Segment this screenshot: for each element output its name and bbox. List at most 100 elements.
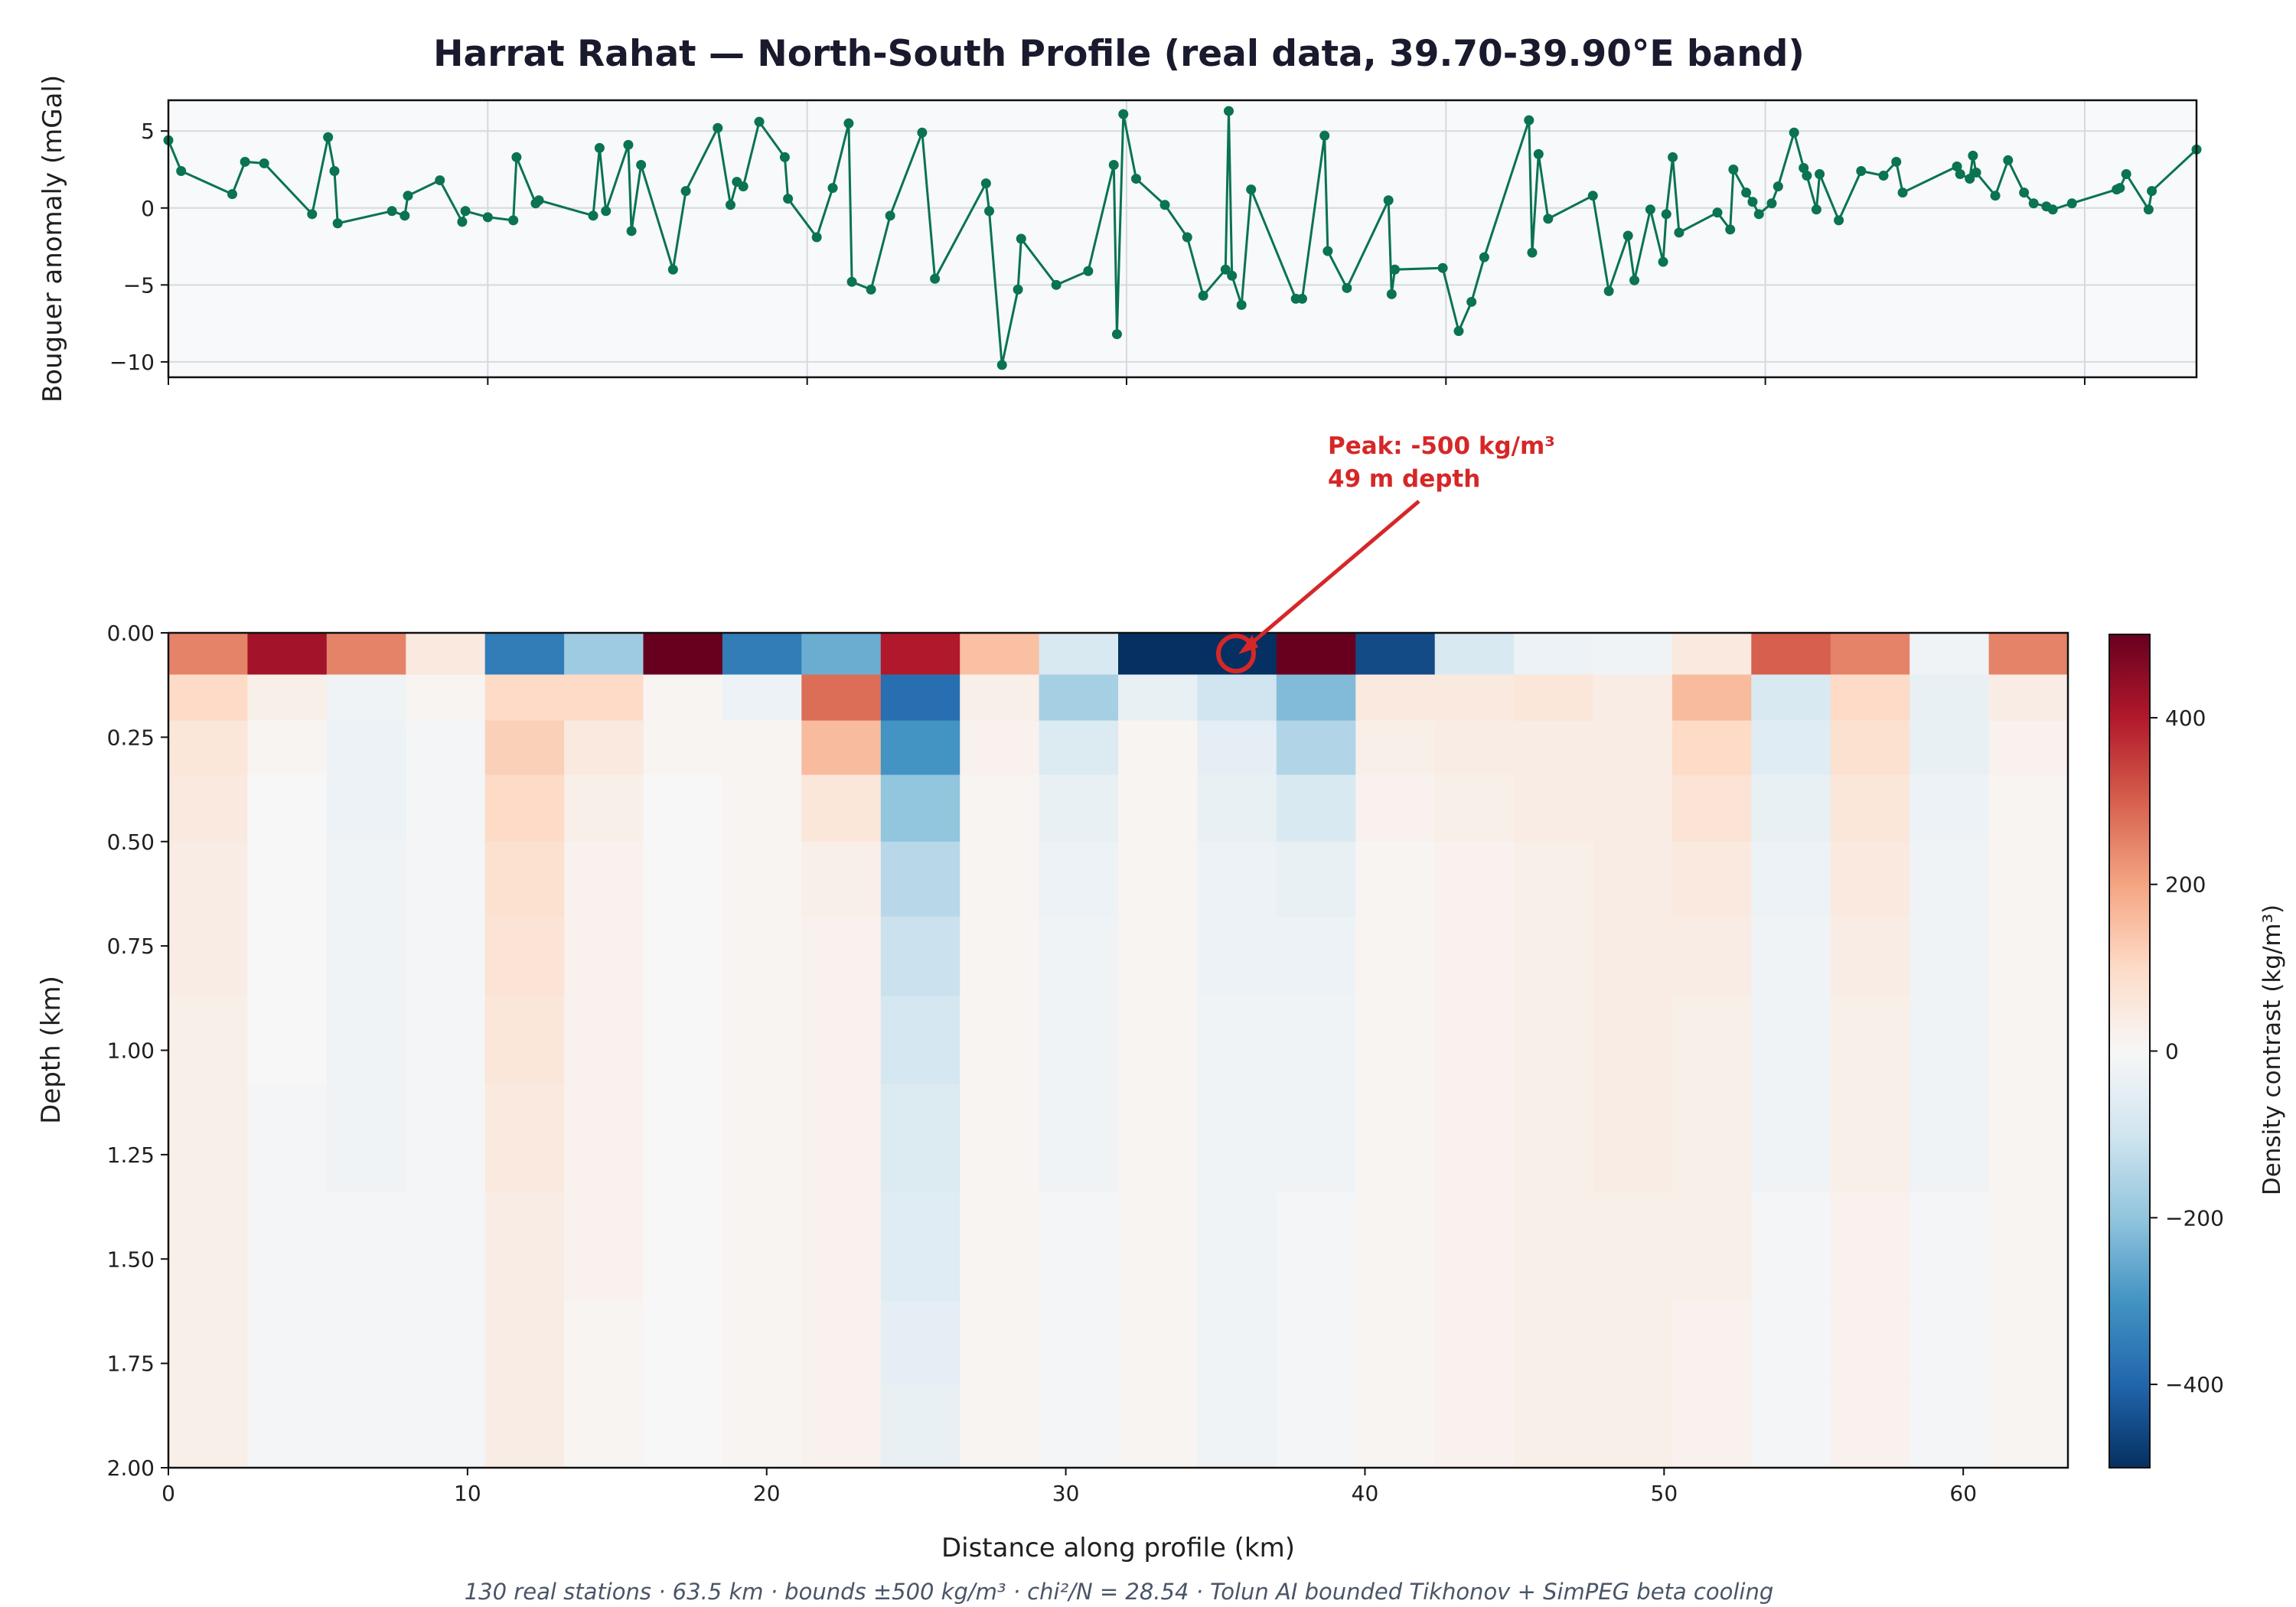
anomaly-point xyxy=(1130,174,1141,184)
anomaly-point xyxy=(1479,252,1489,262)
heatmap-cell xyxy=(1514,774,1594,843)
heatmap-cell xyxy=(1514,1084,1594,1193)
heatmap-cell xyxy=(1355,633,1436,676)
heatmap-cell xyxy=(1593,720,1673,776)
heatmap-cell xyxy=(1910,720,1990,776)
heatmap-cell xyxy=(643,1384,723,1468)
heatmap-cell xyxy=(406,1384,486,1468)
anomaly-y-ticks: −10 −5 0 5 xyxy=(109,119,168,375)
heatmap-cell xyxy=(1514,916,1594,997)
anomaly-point xyxy=(1971,168,1981,178)
heatmap-cell xyxy=(406,1084,486,1193)
heatmap-cell xyxy=(643,774,723,843)
heatmap-cell xyxy=(722,916,803,997)
heatmap-cell xyxy=(1910,633,1990,676)
heatmap-cell xyxy=(326,674,406,722)
heatmap-cell xyxy=(801,720,882,776)
anomaly-point xyxy=(996,360,1007,370)
colorbar-tick-label: 0 xyxy=(2165,1039,2179,1064)
heatmap-cell xyxy=(406,774,486,843)
heatmap-cell xyxy=(1355,720,1436,776)
anomaly-point xyxy=(2019,187,2030,198)
anomaly-point xyxy=(980,178,991,189)
anomaly-point xyxy=(1952,161,1962,171)
heatmap-cell xyxy=(1751,1084,1831,1193)
heatmap-cell xyxy=(1751,1300,1831,1385)
heatmap-cell xyxy=(406,1192,486,1302)
anomaly-point xyxy=(1623,230,1633,241)
anomaly-point xyxy=(1437,262,1448,273)
heatmap-cell xyxy=(1593,1084,1673,1193)
heatmap-cell xyxy=(406,720,486,776)
heatmap-cell xyxy=(1514,1384,1594,1468)
heatmap-cell xyxy=(960,674,1040,722)
heatmap-cell xyxy=(564,1192,644,1302)
heatmap-cell xyxy=(643,841,723,918)
heatmap-cell xyxy=(1197,774,1277,843)
heatmap-cell xyxy=(643,633,723,676)
density-y-tick-label: 0.50 xyxy=(107,830,155,855)
anomaly-point xyxy=(1773,181,1783,192)
heatmap-cell xyxy=(1751,774,1831,843)
colorbar-tick-label: −200 xyxy=(2165,1205,2224,1231)
heatmap-cell xyxy=(1751,1384,1831,1468)
anomaly-point xyxy=(1182,232,1192,243)
heatmap-cell xyxy=(1988,916,2069,997)
heatmap-cell xyxy=(1197,841,1277,918)
anomaly-point xyxy=(1220,264,1231,275)
heatmap-cell xyxy=(1276,720,1356,776)
heatmap-cell xyxy=(1118,720,1199,776)
heatmap-cell xyxy=(484,996,565,1084)
heatmap-cell xyxy=(722,774,803,843)
heatmap-cell xyxy=(1197,996,1277,1084)
heatmap-cell xyxy=(880,774,960,843)
peak-arrowhead xyxy=(1238,635,1258,654)
heatmap-cell xyxy=(1910,841,1990,918)
heatmap-cell xyxy=(564,674,644,722)
heatmap-cell xyxy=(1434,720,1515,776)
anomaly-point xyxy=(1524,115,1534,125)
heatmap-cell xyxy=(484,774,565,843)
heatmap-cell xyxy=(1751,996,1831,1084)
heatmap-cell xyxy=(484,1384,565,1468)
heatmap-cell xyxy=(1118,1084,1199,1193)
heatmap-cell xyxy=(1276,633,1356,676)
anomaly-point xyxy=(1789,127,1799,138)
heatmap-cell xyxy=(1514,1300,1594,1385)
anomaly-point xyxy=(435,175,445,186)
density-y-tick-label: 1.50 xyxy=(107,1247,155,1272)
heatmap-cell xyxy=(643,674,723,722)
colorbar-label: Density contrast (kg/m³) xyxy=(2258,905,2286,1195)
heatmap-cell xyxy=(1276,774,1356,843)
anomaly-point xyxy=(1668,152,1678,162)
heatmap-cell xyxy=(247,1084,328,1193)
heatmap-cell xyxy=(1830,916,1910,997)
heatmap-cell xyxy=(247,633,328,676)
anomaly-grid xyxy=(168,100,2197,377)
anomaly-point xyxy=(636,159,647,170)
heatmap-cell xyxy=(1751,841,1831,918)
heatmap-cell xyxy=(801,1084,882,1193)
heatmap-cell xyxy=(168,841,249,918)
heatmap-cell xyxy=(1355,1192,1436,1302)
heatmap-cell xyxy=(484,841,565,918)
anomaly-point xyxy=(1533,148,1544,159)
heatmap-cell xyxy=(801,1300,882,1385)
colorbar-ticks: 400 200 0 −200 −400 xyxy=(2150,706,2224,1397)
density-x-tick-label: 20 xyxy=(753,1481,781,1506)
anomaly-point xyxy=(1342,282,1352,293)
heatmap-cell xyxy=(1830,674,1910,722)
heatmap-cell xyxy=(1197,1192,1277,1302)
anomaly-point xyxy=(1802,171,1812,181)
peak-depth-label: 49 m depth xyxy=(1328,465,1480,493)
anomaly-point xyxy=(403,191,413,201)
anomaly-point xyxy=(917,127,928,138)
heatmap-cell xyxy=(801,674,882,722)
heatmap-cell xyxy=(1118,916,1199,997)
heatmap-cell xyxy=(564,1300,644,1385)
heatmap-cell xyxy=(801,996,882,1084)
heatmap-cell xyxy=(1593,841,1673,918)
heatmap-cell xyxy=(168,916,249,997)
heatmap-cell xyxy=(484,1192,565,1302)
heatmap-cell xyxy=(564,633,644,676)
